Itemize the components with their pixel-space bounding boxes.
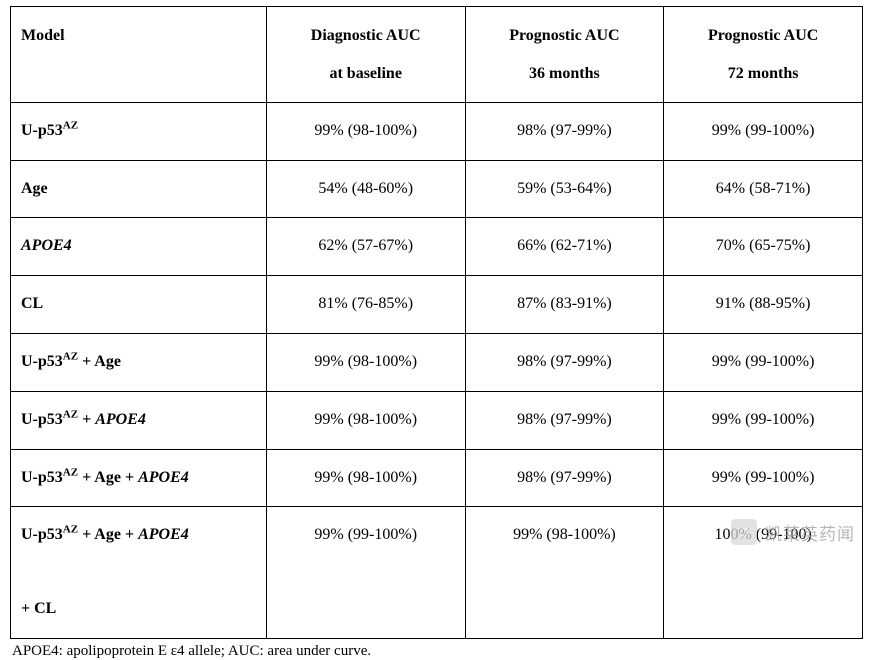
model-cell: CL: [11, 276, 267, 334]
value-cell: 98% (97-99%): [465, 333, 664, 391]
value-cell: 59% (53-64%): [465, 160, 664, 218]
value-cell: 64% (58-71%): [664, 160, 863, 218]
col-model: Model: [11, 7, 267, 103]
watermark-text: 凯莱英药闻: [765, 520, 855, 545]
table-row: U-p53AZ + Age99% (98-100%)98% (97-99%)99…: [11, 333, 863, 391]
model-cell: U-p53AZ + Age + APOE4+ CL: [11, 507, 267, 638]
table-row: CL81% (76-85%)87% (83-91%)91% (88-95%): [11, 276, 863, 334]
value-cell: 99% (99-100%): [664, 391, 863, 449]
value-cell: 62% (57-67%): [266, 218, 465, 276]
model-cell: Age: [11, 160, 267, 218]
value-cell: 99% (98-100%): [266, 333, 465, 391]
footnote: APOE4: apolipoprotein E ε4 allele; AUC: …: [10, 639, 863, 660]
value-cell: 99% (99-100%): [664, 102, 863, 160]
model-cell: U-p53AZ + Age: [11, 333, 267, 391]
model-cell: APOE4: [11, 218, 267, 276]
table-row: U-p53AZ + Age + APOE499% (98-100%)98% (9…: [11, 449, 863, 507]
col-2: Prognostic AUC36 months: [465, 7, 664, 103]
value-cell: 99% (99-100%): [664, 449, 863, 507]
value-cell: 54% (48-60%): [266, 160, 465, 218]
value-cell: 99% (98-100%): [266, 449, 465, 507]
col-1: Diagnostic AUCat baseline: [266, 7, 465, 103]
value-cell: 98% (97-99%): [465, 102, 664, 160]
value-cell: 99% (99-100%): [664, 333, 863, 391]
watermark: ○ 凯莱英药闻: [731, 519, 855, 545]
value-cell: 66% (62-71%): [465, 218, 664, 276]
model-cell: U-p53AZ + Age + APOE4: [11, 449, 267, 507]
table-row: APOE462% (57-67%)66% (62-71%)70% (65-75%…: [11, 218, 863, 276]
value-cell: 99% (98-100%): [465, 507, 664, 638]
model-cell: U-p53AZ: [11, 102, 267, 160]
col-3: Prognostic AUC72 months: [664, 7, 863, 103]
value-cell: 87% (83-91%): [465, 276, 664, 334]
table-row: Age54% (48-60%)59% (53-64%)64% (58-71%): [11, 160, 863, 218]
model-cell: U-p53AZ + APOE4: [11, 391, 267, 449]
value-cell: 99% (98-100%): [266, 391, 465, 449]
value-cell: 81% (76-85%): [266, 276, 465, 334]
table-header-row: ModelDiagnostic AUCat baselinePrognostic…: [11, 7, 863, 103]
value-cell: 98% (97-99%): [465, 391, 664, 449]
table-body: U-p53AZ99% (98-100%)98% (97-99%)99% (99-…: [11, 102, 863, 638]
table-row: U-p53AZ99% (98-100%)98% (97-99%)99% (99-…: [11, 102, 863, 160]
watermark-icon: ○: [731, 519, 757, 545]
value-cell: 99% (99-100%): [266, 507, 465, 638]
value-cell: 99% (98-100%): [266, 102, 465, 160]
value-cell: 98% (97-99%): [465, 449, 664, 507]
value-cell: 70% (65-75%): [664, 218, 863, 276]
value-cell: 91% (88-95%): [664, 276, 863, 334]
table-row: U-p53AZ + APOE499% (98-100%)98% (97-99%)…: [11, 391, 863, 449]
